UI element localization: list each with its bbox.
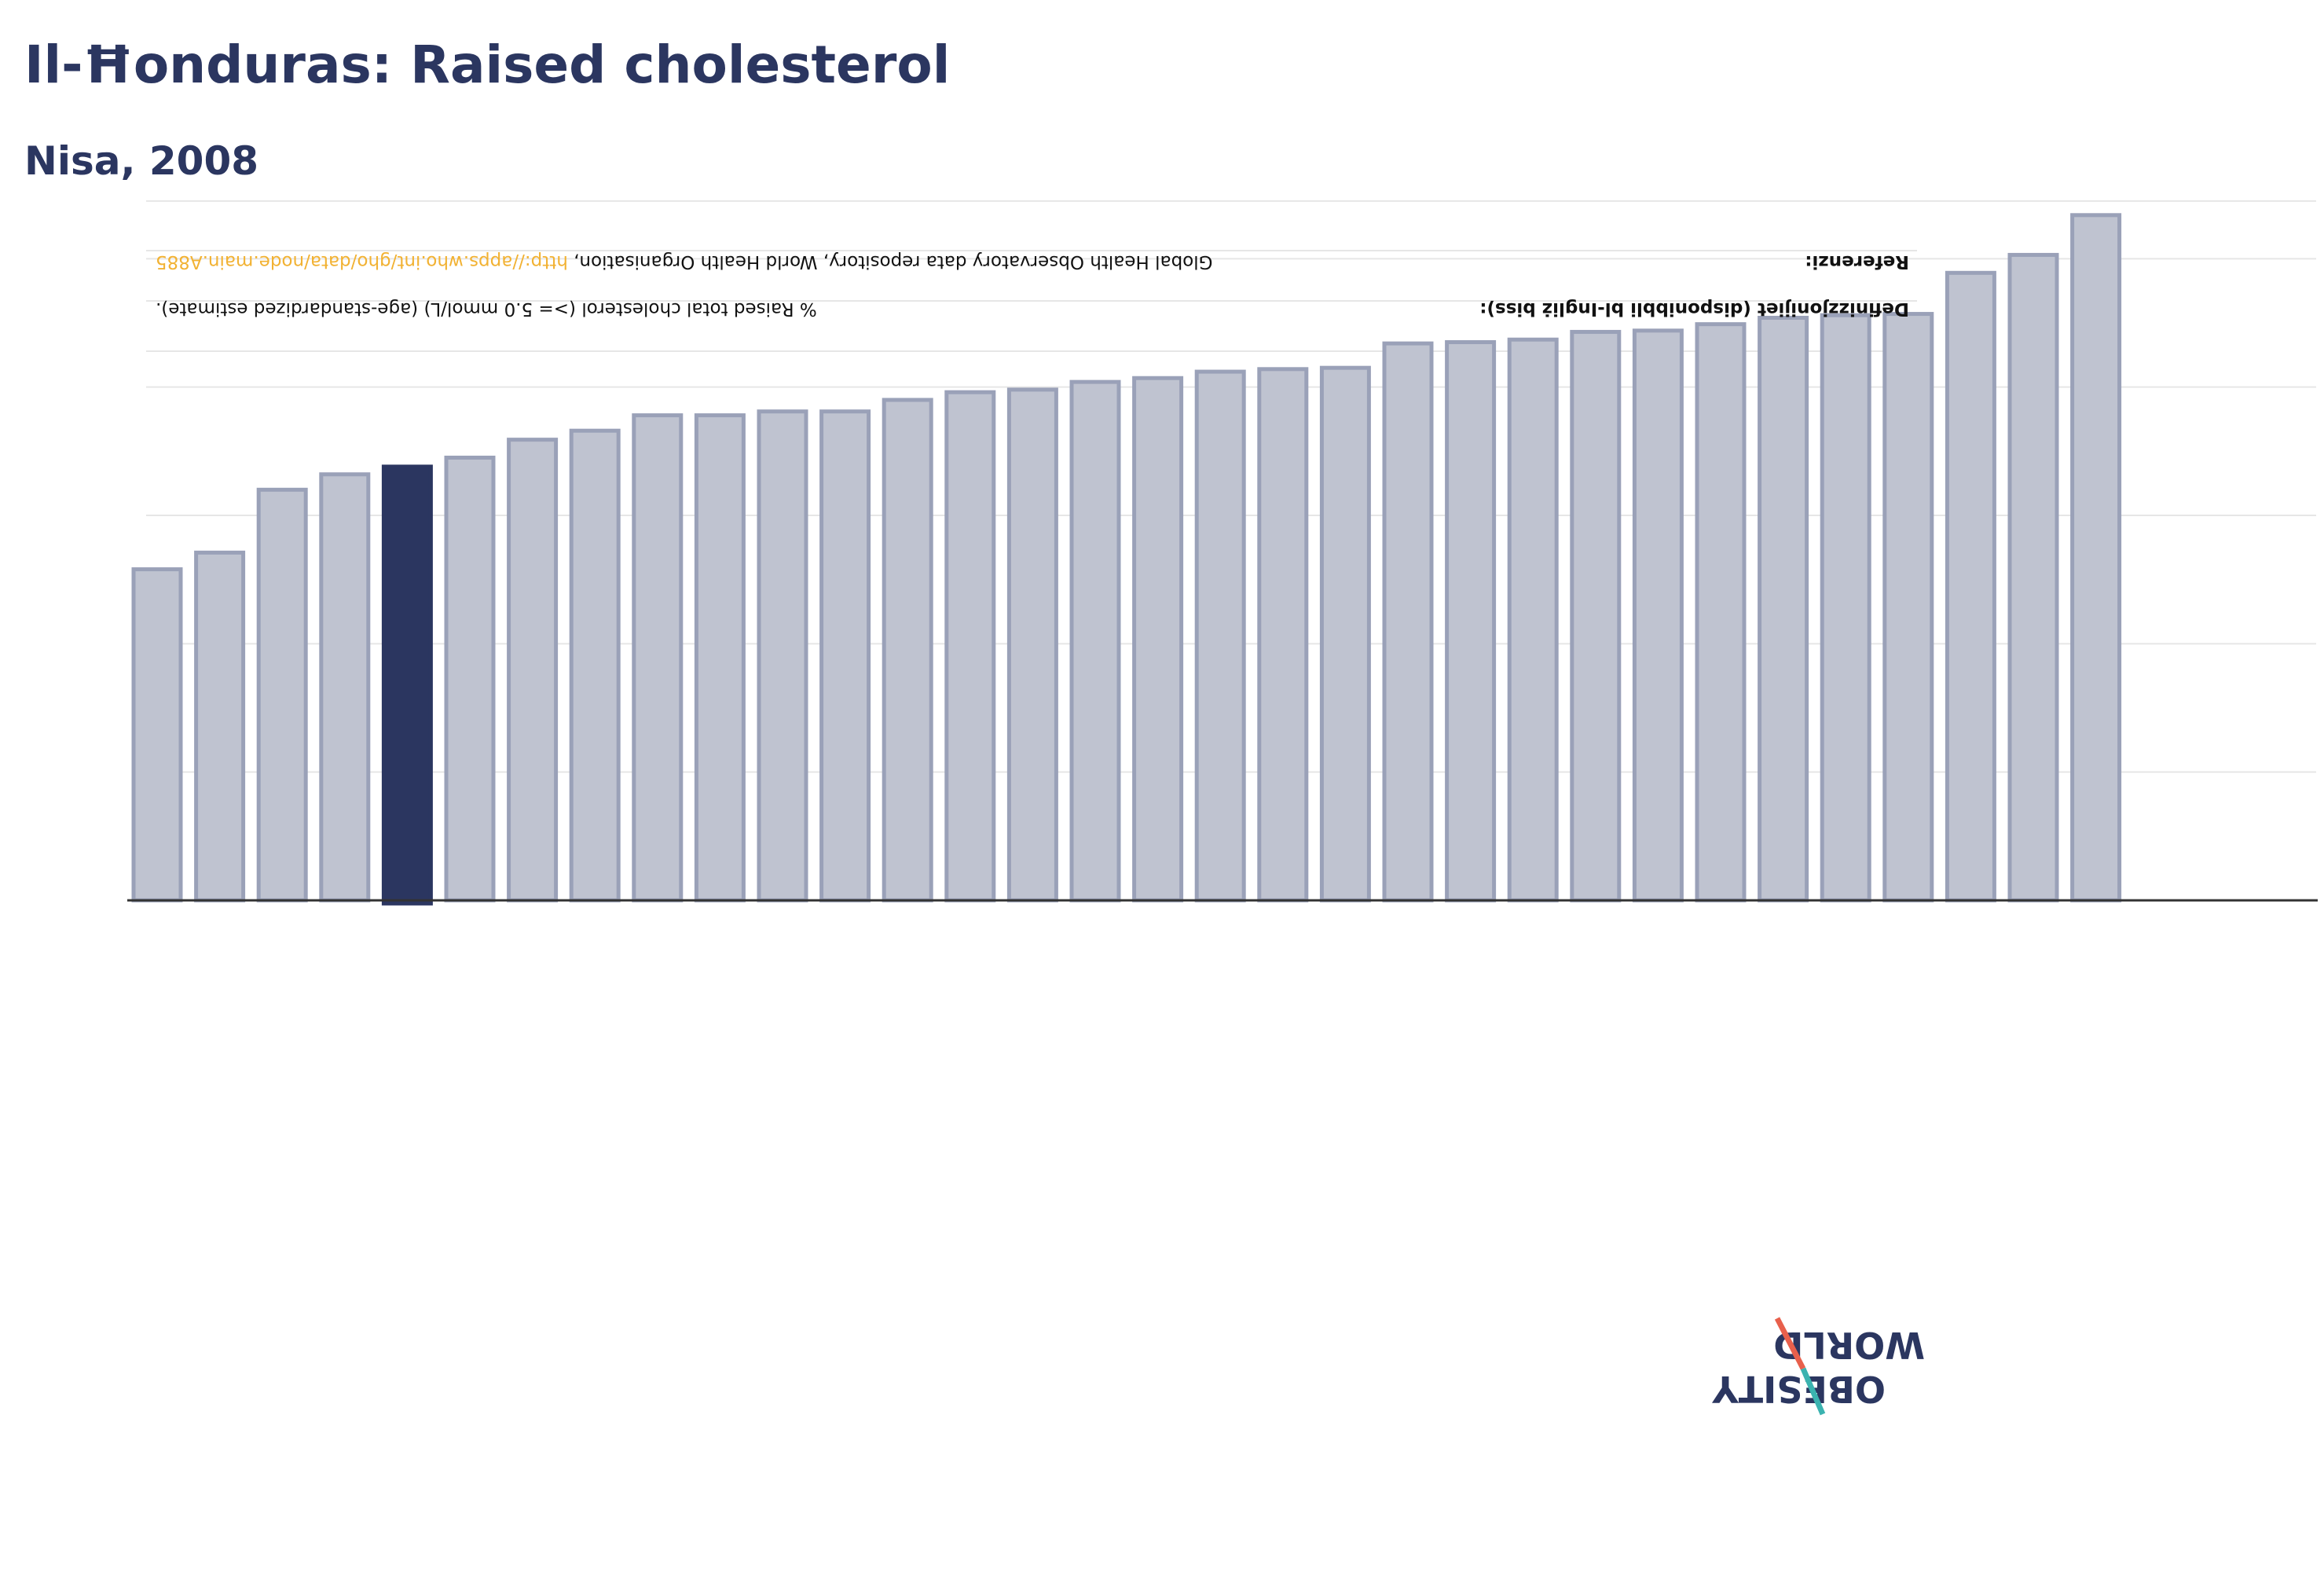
references-text: Global Health Observatory data repositor…	[156, 251, 1212, 272]
bar[interactable]	[632, 413, 684, 903]
bar[interactable]	[256, 487, 308, 903]
bar[interactable]	[1257, 367, 1309, 903]
chart-subtitle: Nisa, 2008	[24, 138, 259, 184]
bar[interactable]	[1194, 369, 1246, 903]
bar[interactable]	[1820, 313, 1871, 903]
bar[interactable]	[819, 409, 871, 903]
bar[interactable]	[1758, 315, 1809, 903]
bar[interactable]	[507, 438, 559, 903]
bar[interactable]	[1882, 312, 1934, 903]
bar[interactable]	[2007, 252, 2059, 903]
bar[interactable]	[1319, 365, 1371, 903]
bar[interactable]	[1570, 329, 1622, 903]
bar[interactable]	[319, 472, 371, 903]
bar[interactable]	[444, 456, 496, 903]
chart-title: Il-Ħonduras: Raised cholesterol	[24, 35, 951, 95]
references-value: Global Health Observatory data repositor…	[568, 251, 1213, 272]
bar[interactable]	[131, 567, 183, 903]
bar[interactable]	[1945, 270, 1996, 903]
bar[interactable]	[1006, 387, 1058, 903]
definitions-label: Definizzjonijiet (disponibbli bl-Ingliż …	[1479, 299, 1909, 319]
bar[interactable]	[1632, 328, 1684, 903]
logo-red-stroke	[1774, 1317, 1806, 1370]
logo-line-1: OBESITY	[1712, 1368, 1886, 1410]
bar[interactable]	[1695, 322, 1747, 903]
bar[interactable]	[944, 390, 996, 903]
bar[interactable]	[882, 398, 933, 903]
bar[interactable]	[1507, 337, 1559, 903]
references-label: Referenzi:	[1805, 251, 1909, 272]
definitions-value: % Raised total cholesterol (>= 5.0 mmol/…	[156, 299, 817, 319]
bar[interactable]	[1445, 340, 1497, 903]
bar[interactable]	[1069, 379, 1121, 903]
bar[interactable]	[569, 428, 621, 903]
bar[interactable]	[1382, 341, 1434, 903]
bar[interactable]	[757, 409, 808, 903]
obesity-world-logo: OBESITY WORLD	[1712, 1317, 1925, 1416]
logo-teal-stroke	[1800, 1367, 1826, 1416]
references-link[interactable]: http://apps.who.int/gho/data/node.main.A…	[156, 251, 568, 272]
bars-group	[131, 213, 2122, 906]
bar[interactable]	[1132, 376, 1184, 903]
bar[interactable]	[194, 550, 246, 903]
bar[interactable]	[2070, 213, 2122, 903]
bar[interactable]	[694, 413, 746, 903]
bar-highlighted[interactable]	[381, 464, 433, 906]
info-overlay: Definizzjonijiet (disponibbli bl-Ingliż …	[156, 251, 1909, 319]
